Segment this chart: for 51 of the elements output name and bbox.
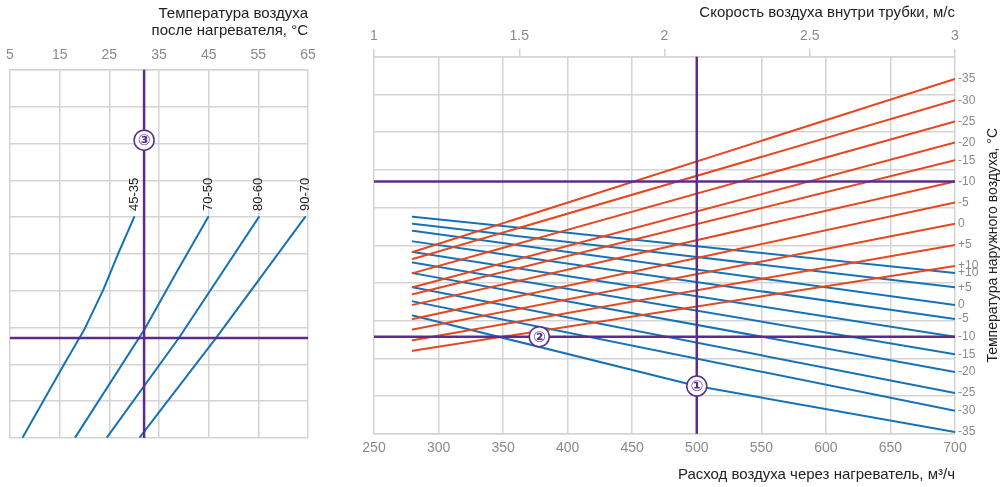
x-tick-label: 15 <box>51 46 68 63</box>
x-tick-label: 600 <box>814 438 838 455</box>
x2-axis-title: Скорость воздуха внутри трубки, м/с <box>699 3 956 21</box>
series-label: -30 <box>958 403 976 418</box>
text: 45-35 <box>125 177 141 212</box>
text: 80-60 <box>250 177 266 212</box>
text: 90-70 <box>296 177 312 212</box>
x2-tick-label: 3 <box>951 27 960 44</box>
x-tick-label: 25 <box>101 46 118 63</box>
series-label: -10 <box>958 173 976 188</box>
x2-tick-label: 1.5 <box>509 27 530 44</box>
x-tick-label: 45 <box>200 46 217 63</box>
series-label: -35 <box>958 71 976 86</box>
x-tick-label: 35 <box>151 46 167 63</box>
annotation: ② <box>532 327 546 345</box>
annotation: ③ <box>137 131 151 149</box>
series-label: -5 <box>958 194 969 209</box>
series-label: -35 <box>958 424 976 439</box>
series-label: 0 <box>958 216 965 231</box>
series-label: -15 <box>958 346 976 361</box>
x-tick-label: 55 <box>250 46 267 63</box>
x-tick-label: 650 <box>878 438 903 455</box>
x-tick-label: 400 <box>555 438 580 455</box>
x2-tick-label: 2 <box>660 27 669 44</box>
series-label: +5 <box>958 237 973 252</box>
x2-tick-label: 2.5 <box>800 27 820 44</box>
x-axis-title: Расход воздуха через нагреватель, м³/ч <box>677 464 955 482</box>
x-tick-label: 300 <box>426 438 451 455</box>
series-label: -30 <box>958 92 976 107</box>
x-tick-label: 450 <box>620 438 645 455</box>
x-axis-title: Температура воздуха после нагревателя, °C <box>151 4 309 38</box>
x-tick-label: 350 <box>491 438 515 455</box>
series-label: -20 <box>958 364 976 379</box>
series-label: -25 <box>958 113 976 128</box>
annotation: ① <box>690 377 704 395</box>
x-tick-label: 550 <box>749 438 774 455</box>
series-label: -10 <box>958 328 976 343</box>
series-label: 0 <box>958 297 965 312</box>
series-label: -15 <box>958 152 976 167</box>
x-tick-label: 5 <box>6 46 15 63</box>
x-tick-label: 65 <box>300 46 316 63</box>
x-tick-label: 250 <box>362 438 386 455</box>
series-label: -20 <box>958 134 976 149</box>
series-label: +5 <box>958 279 973 294</box>
series-label: -5 <box>958 311 969 326</box>
x-tick-label: 500 <box>685 438 709 455</box>
x-tick-label: 700 <box>943 438 967 455</box>
y2-axis-title: Температура наружного воздуха, °C <box>983 127 1000 363</box>
x2-tick-label: 1 <box>370 27 379 44</box>
text: 70-50 <box>199 177 215 212</box>
series-label: -25 <box>958 385 976 400</box>
